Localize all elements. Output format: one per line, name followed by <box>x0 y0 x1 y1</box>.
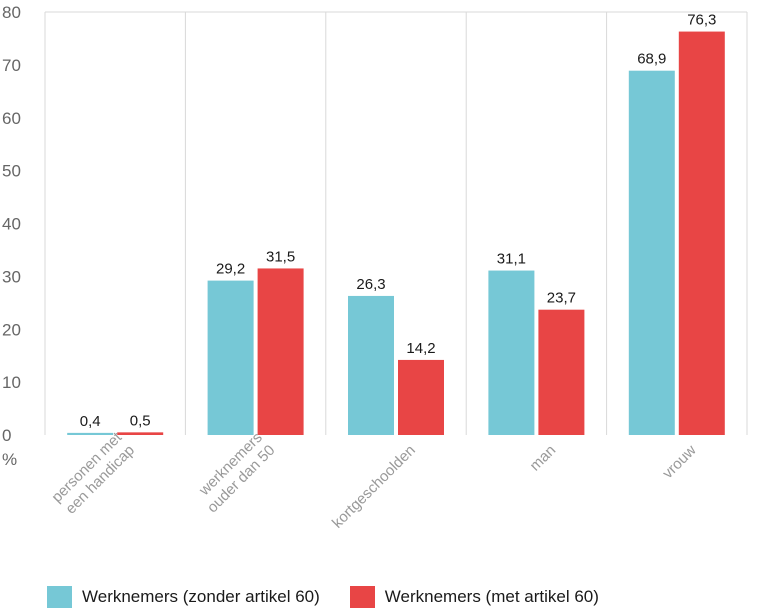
bar <box>488 270 535 435</box>
legend-label: Werknemers (met artikel 60) <box>384 587 599 606</box>
y-tick-label: 60 <box>2 109 21 128</box>
data-label: 23,7 <box>547 290 576 307</box>
bar <box>257 268 304 435</box>
y-tick-label: 70 <box>2 56 21 75</box>
data-label: 29,2 <box>216 261 245 278</box>
y-tick-label: 80 <box>2 3 21 22</box>
data-label: 76,3 <box>687 12 716 29</box>
category-label-line: man <box>527 442 560 475</box>
y-tick-label: 50 <box>2 162 21 181</box>
y-tick-label: 10 <box>2 373 21 392</box>
y-tick-label: 30 <box>2 267 21 286</box>
legend-label: Werknemers (zonder artikel 60) <box>82 587 320 606</box>
bar <box>207 280 254 435</box>
bar <box>348 295 394 435</box>
category-label: vrouw <box>659 442 699 482</box>
data-label: 68,9 <box>637 51 666 68</box>
data-label: 0,5 <box>130 412 151 429</box>
legend-item-met: Werknemers (met artikel 60) <box>349 586 599 608</box>
bar <box>678 31 725 435</box>
y-tick-label: 20 <box>2 320 21 339</box>
category-label-line: vrouw <box>659 442 699 482</box>
category-label: man <box>527 442 560 475</box>
data-label: 0,4 <box>80 413 101 430</box>
bar <box>398 359 444 435</box>
y-tick-label: 40 <box>2 215 21 234</box>
bar <box>628 70 675 435</box>
data-label: 31,5 <box>266 248 295 265</box>
category-label-line: kortgeschoolden <box>329 442 419 532</box>
bar <box>67 432 114 435</box>
legend-item-zonder: Werknemers (zonder artikel 60) <box>47 586 320 608</box>
legend: Werknemers (zonder artikel 60) Werknemer… <box>47 586 629 608</box>
bar <box>117 432 164 435</box>
data-label: 14,2 <box>406 340 435 357</box>
data-label: 26,3 <box>356 276 385 293</box>
y-axis-label: % <box>2 450 17 469</box>
bar <box>538 309 585 435</box>
category-label: kortgeschoolden <box>329 442 419 532</box>
legend-swatch <box>47 586 72 608</box>
data-label: 31,1 <box>497 251 526 268</box>
y-tick-label: 0 <box>2 426 11 445</box>
legend-swatch <box>349 586 375 608</box>
